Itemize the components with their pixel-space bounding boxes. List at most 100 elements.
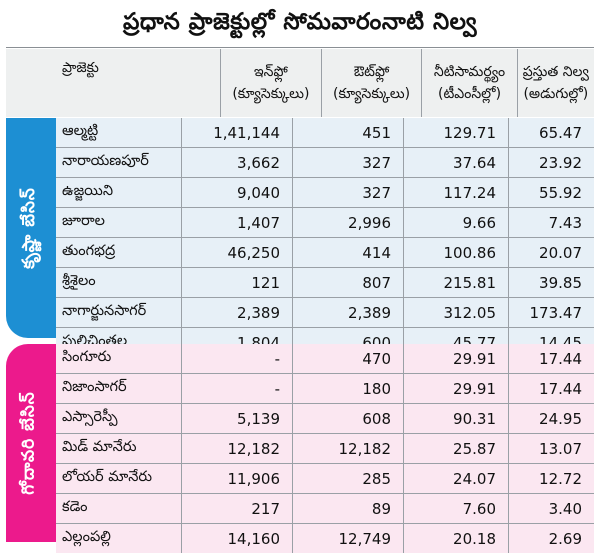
current-value: 55.92 bbox=[539, 183, 582, 202]
current-value: 17.44 bbox=[539, 379, 582, 398]
section-label-krishna: కృష్ణా బేసిన్ bbox=[19, 187, 39, 269]
capacity-value: 129.71 bbox=[404, 118, 509, 147]
inflow-value: 46,250 bbox=[182, 238, 293, 267]
header-outflow: ఔట్‌ఫ్లో (క్యూసెక్కులు) bbox=[322, 49, 423, 117]
outflow-value: 327 bbox=[293, 178, 404, 207]
capacity-value: 24.07 bbox=[404, 464, 509, 493]
header-project-label: ప్రాజెక్టు bbox=[62, 60, 99, 76]
current-value: 173.47 bbox=[529, 303, 583, 322]
project-name: ఎల్లంపల్లి bbox=[56, 524, 182, 553]
inflow-value: 121 bbox=[182, 268, 293, 297]
inflow-value: 11,906 bbox=[182, 464, 293, 493]
table-row: నాగార్జునసాగర్ 2,389 2,389 312.05 173.47 bbox=[56, 298, 594, 328]
table-row: కడెం 217 89 7.60 3.40 bbox=[56, 494, 594, 524]
current-value: 24.95 bbox=[539, 409, 582, 428]
header-outflow-unit: (క్యూసెక్కులు) bbox=[333, 86, 411, 102]
header-row: ప్రాజెక్టు ఇన్‌ఫ్లో (క్యూసెక్కులు) ఔట్‌ఫ… bbox=[6, 49, 594, 117]
table-row: లోయర్ మానేరు 11,906 285 24.07 12.72 bbox=[56, 464, 594, 494]
header-outflow-label: ఔట్‌ఫ్లో bbox=[353, 64, 390, 80]
inflow-value: - bbox=[182, 344, 293, 373]
table-row: ఉజ్జయిని 9,040 327 117.24 55.92 bbox=[56, 178, 594, 208]
section-label-godavari: గోదావరి బేసిన్ bbox=[19, 391, 40, 495]
outflow-value: 414 bbox=[293, 238, 404, 267]
capacity-value: 100.86 bbox=[404, 238, 509, 267]
current-value: 2.69 bbox=[548, 529, 582, 548]
table-row: మిడ్ మానేరు 12,182 12,182 25.87 13.07 bbox=[56, 434, 594, 464]
table-row: శ్రీశైలం 121 807 215.81 39.85 bbox=[56, 268, 594, 298]
section-krishna: కృష్ణా బేసిన్ ఆల్మట్టి 1,41,144 451 129.71 6… bbox=[6, 118, 594, 357]
outflow-value: 12,182 bbox=[293, 434, 404, 463]
current-value: 65.47 bbox=[539, 123, 582, 142]
capacity-value: 117.24 bbox=[404, 178, 509, 207]
header-current-label: ప్రస్తుత నిల్వ bbox=[522, 64, 589, 80]
capacity-value: 37.64 bbox=[404, 148, 509, 177]
reservoir-table: ప్రధాన ప్రాజెక్టుల్లో సోమవారంనాటి నిల్వ … bbox=[6, 3, 594, 553]
capacity-value: 29.91 bbox=[404, 344, 509, 373]
project-name: ఉజ్జయిని bbox=[56, 178, 182, 207]
current-value: 23.92 bbox=[539, 153, 582, 172]
table-title: ప్రధాన ప్రాజెక్టుల్లో సోమవారంనాటి నిల్వ bbox=[123, 9, 477, 35]
outflow-value: 180 bbox=[293, 374, 404, 403]
table-row: సింగూరు -470 29.91 17.44 bbox=[56, 344, 594, 374]
inflow-value: 3,662 bbox=[182, 148, 293, 177]
table-row: జూరాల 1,407 2,996 9.66 7.43 bbox=[56, 208, 594, 238]
project-name: లోయర్ మానేరు bbox=[56, 464, 182, 493]
project-name: కడెం bbox=[56, 494, 182, 523]
section-band-krishna bbox=[6, 118, 56, 338]
table-row: ఆల్మట్టి 1,41,144 451 129.71 65.47 bbox=[56, 118, 594, 148]
capacity-value: 7.60 bbox=[404, 494, 509, 523]
project-name: ఆల్మట్టి bbox=[56, 118, 182, 147]
outflow-value: 285 bbox=[293, 464, 404, 493]
table-row: ఎల్లంపల్లి 14,160 12,749 20.18 2.69 bbox=[56, 524, 594, 553]
project-name: నాగార్జునసాగర్ bbox=[56, 298, 182, 327]
title-divider bbox=[6, 47, 594, 48]
header-inflow: ఇన్‌ఫ్లో (క్యూసెక్కులు) bbox=[221, 49, 322, 117]
header-inflow-unit: (క్యూసెక్కులు) bbox=[232, 86, 310, 102]
outflow-value: 608 bbox=[293, 404, 404, 433]
table-row: నారాయణపూర్ 3,662 327 37.64 23.92 bbox=[56, 148, 594, 178]
outflow-value: 470 bbox=[293, 344, 404, 373]
project-name: నారాయణపూర్ bbox=[56, 148, 182, 177]
outflow-value: 12,749 bbox=[293, 524, 404, 553]
section-godavari: గోదావరి బేసిన్ సింగూరు -470 29.91 17.44 నిజా… bbox=[6, 344, 594, 553]
capacity-value: 215.81 bbox=[404, 268, 509, 297]
project-name: మిడ్ మానేరు bbox=[56, 434, 182, 463]
table-row: నిజాంసాగర్ -180 29.91 17.44 bbox=[56, 374, 594, 404]
inflow-value: 12,182 bbox=[182, 434, 293, 463]
inflow-value: 5,139 bbox=[182, 404, 293, 433]
current-value: 17.44 bbox=[539, 349, 582, 368]
table-row: తుంగభద్ర 46,250 414 100.86 20.07 bbox=[56, 238, 594, 268]
current-value: 13.07 bbox=[539, 439, 582, 458]
project-name: తుంగభద్ర bbox=[56, 238, 182, 267]
outflow-value: 2,389 bbox=[293, 298, 404, 327]
current-value: 12.72 bbox=[539, 469, 582, 488]
header-capacity: నీటిసామర్థ్యం (టీఎంసీల్లో) bbox=[422, 49, 518, 117]
header-inflow-label: ఇన్‌ఫ్లో bbox=[254, 64, 288, 80]
header-project: ప్రాజెక్టు bbox=[6, 49, 222, 117]
header-capacity-label: నీటిసామర్థ్యం bbox=[433, 64, 506, 80]
outflow-value: 807 bbox=[293, 268, 404, 297]
inflow-value: 1,407 bbox=[182, 208, 293, 237]
inflow-value: 2,389 bbox=[182, 298, 293, 327]
project-name: శ్రీశైలం bbox=[56, 268, 182, 297]
capacity-value: 25.87 bbox=[404, 434, 509, 463]
current-value: 3.40 bbox=[548, 499, 582, 518]
inflow-value: - bbox=[182, 374, 293, 403]
inflow-value: 14,160 bbox=[182, 524, 293, 553]
krishna-rows: ఆల్మట్టి 1,41,144 451 129.71 65.47 నారాయణపూర్… bbox=[56, 118, 594, 357]
capacity-value: 90.31 bbox=[404, 404, 509, 433]
table-row: ఎస్సారెస్పీ 5,139 608 90.31 24.95 bbox=[56, 404, 594, 434]
outflow-value: 89 bbox=[293, 494, 404, 523]
inflow-value: 9,040 bbox=[182, 178, 293, 207]
capacity-value: 29.91 bbox=[404, 374, 509, 403]
capacity-value: 20.18 bbox=[404, 524, 509, 553]
header-current-unit: (అడుగుల్లో) bbox=[523, 86, 589, 102]
section-band-godavari bbox=[6, 344, 56, 542]
project-name: నిజాంసాగర్ bbox=[56, 374, 182, 403]
current-value: 20.07 bbox=[539, 243, 582, 262]
header-current: ప్రస్తుత నిల్వ (అడుగుల్లో) bbox=[518, 49, 594, 117]
inflow-value: 1,41,144 bbox=[182, 118, 293, 147]
project-name: జూరాల bbox=[56, 208, 182, 237]
capacity-value: 312.05 bbox=[404, 298, 509, 327]
outflow-value: 451 bbox=[293, 118, 404, 147]
